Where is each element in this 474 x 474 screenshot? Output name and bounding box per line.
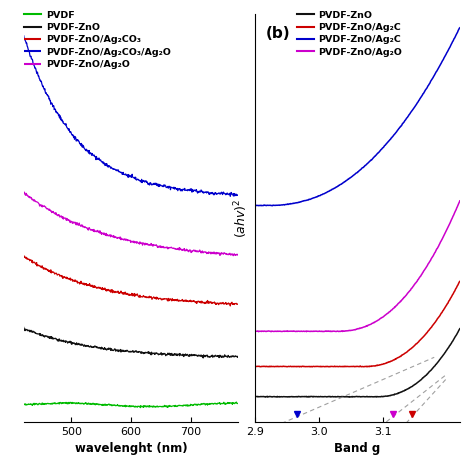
X-axis label: Band g: Band g xyxy=(334,442,381,455)
Text: (b): (b) xyxy=(265,27,290,41)
Y-axis label: $(ahv)^2$: $(ahv)^2$ xyxy=(232,198,250,238)
X-axis label: wavelenght (nm): wavelenght (nm) xyxy=(75,442,187,455)
Legend: PVDF-ZnO, PVDF-ZnO/Ag₂C, PVDF-ZnO/Ag₂C, PVDF-ZnO/Ag₂O: PVDF-ZnO, PVDF-ZnO/Ag₂C, PVDF-ZnO/Ag₂C, … xyxy=(297,11,402,57)
Legend: PVDF, PVDF-ZnO, PVDF-ZnO/Ag₂CO₃, PVDF-ZnO/Ag₂CO₃/Ag₂O, PVDF-ZnO/Ag₂O: PVDF, PVDF-ZnO, PVDF-ZnO/Ag₂CO₃, PVDF-Zn… xyxy=(24,11,171,69)
